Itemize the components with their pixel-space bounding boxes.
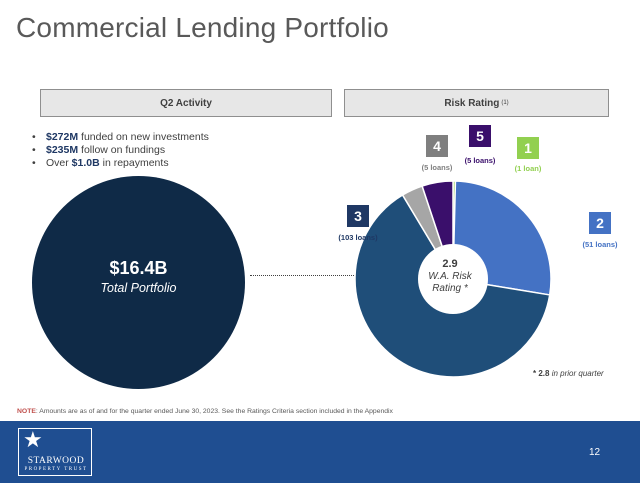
wa-risk-value: 2.9 (442, 258, 458, 270)
q2-activity-header-label: Q2 Activity (160, 97, 212, 109)
activity-item: Over $1.0B in repayments (30, 157, 209, 170)
rating-loans-2: (51 loans) (582, 240, 618, 249)
total-portfolio-value: $16.4B (109, 258, 168, 278)
footer-bar (0, 421, 640, 483)
logo-name: STARWOOD (27, 456, 85, 466)
q2-activity-header: Q2 Activity (40, 89, 332, 117)
rating-loans-3: (103 loans) (338, 233, 378, 242)
activity-text: funded on new investments (78, 131, 209, 143)
activity-value: $235M (46, 144, 79, 156)
activity-value: $272M (46, 131, 79, 143)
total-portfolio-label: Total Portfolio (100, 281, 177, 295)
footnote-text: : Amounts are as of and for the quarter … (35, 408, 393, 415)
rating-badge-1: 1 (517, 137, 539, 159)
footnote-label: NOTE (17, 408, 36, 415)
rating-badge-4: 4 (426, 135, 448, 157)
rating-badge-3: 3 (347, 205, 369, 227)
rating-loans-4: (5 loans) (421, 163, 453, 172)
rating-loans-5: (5 loans) (464, 156, 496, 165)
rating-badge-5: 5 (469, 125, 491, 147)
rating-badge-2: 2 (589, 212, 611, 234)
prior-quarter-note: * 2.8 in prior quarter (533, 369, 604, 378)
prior-quarter-text: in prior quarter (549, 369, 604, 378)
wa-risk-label-line2: Rating * (432, 283, 468, 294)
activity-value: $1.0B (71, 157, 100, 169)
dotted-connector (250, 275, 358, 276)
total-portfolio-circle (32, 176, 245, 389)
wa-risk-label-line1: W.A. Risk (428, 271, 472, 282)
rating-loans-1: (1 loan) (514, 164, 542, 173)
page-number: 12 (589, 447, 601, 458)
wa-risk-label: W.A. Risk Rating * (410, 271, 490, 295)
activity-text: in repayments (99, 157, 169, 169)
risk-rating-header-label: Risk Rating (444, 97, 500, 109)
company-logo (18, 428, 92, 476)
activity-item: $235M follow on fundings (30, 144, 209, 157)
footnote: NOTE: Amounts are as of and for the quar… (17, 408, 393, 415)
star-icon: ★ (23, 427, 43, 452)
donut-hole (418, 244, 488, 314)
logo-subtitle: PROPERTY TRUST (24, 467, 88, 472)
activity-item: $272M funded on new investments (30, 131, 209, 144)
risk-rating-header: Risk Rating (1) (344, 89, 609, 117)
risk-rating-footnote-ref: (1) (501, 100, 509, 106)
activity-prefix: Over (46, 157, 72, 169)
page-title: Commercial Lending Portfolio (16, 12, 389, 43)
activity-list: $272M funded on new investments $235M fo… (30, 131, 209, 170)
activity-text: follow on fundings (78, 144, 166, 156)
prior-quarter-value: * 2.8 (533, 369, 550, 378)
